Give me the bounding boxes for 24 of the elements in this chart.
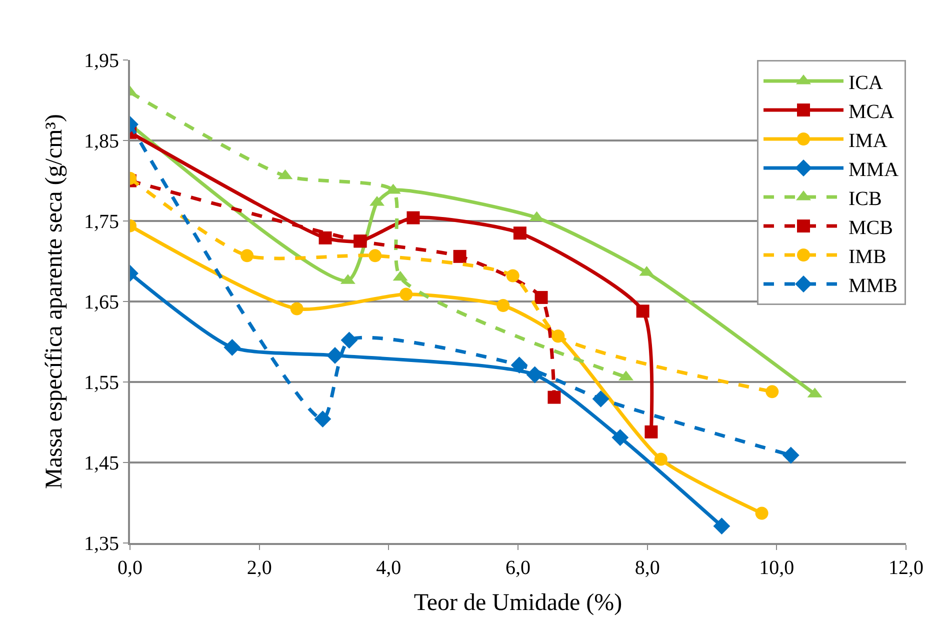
x-tick-label: 4,0 bbox=[376, 557, 402, 579]
x-axis-title: Teor de Umidade (%) bbox=[414, 590, 622, 616]
x-tick-label: 0,0 bbox=[118, 557, 142, 579]
legend-label: IMB bbox=[848, 246, 886, 268]
legend-label: MMB bbox=[848, 274, 898, 297]
x-tick-label: 6,0 bbox=[506, 557, 530, 579]
y-tick-label: 1,95 bbox=[84, 50, 119, 72]
x-tick-label: 8,0 bbox=[634, 557, 660, 579]
y-tick-label: 1,85 bbox=[84, 130, 119, 152]
y-tick-label: 1,45 bbox=[84, 452, 119, 474]
y-tick-label: 1,65 bbox=[84, 292, 119, 314]
x-tick-label: 2,0 bbox=[246, 557, 272, 579]
x-tick-label: 10,0 bbox=[759, 557, 794, 579]
y-tick-label: 1,55 bbox=[84, 372, 119, 394]
legend-label: ICA bbox=[848, 72, 884, 94]
y-tick-label: 1,35 bbox=[84, 533, 119, 555]
y-tick-label: 1,75 bbox=[84, 211, 119, 233]
y-axis-title: Massa específica aparente seca (g/cm³) bbox=[42, 114, 68, 489]
legend-label: MMA bbox=[848, 158, 900, 181]
legend-label: IMA bbox=[848, 130, 888, 152]
legend-label: ICB bbox=[848, 188, 882, 210]
legend-label: MCA bbox=[848, 100, 895, 123]
legend-label: MCB bbox=[848, 216, 893, 239]
x-tick-label: 12,0 bbox=[888, 557, 924, 579]
